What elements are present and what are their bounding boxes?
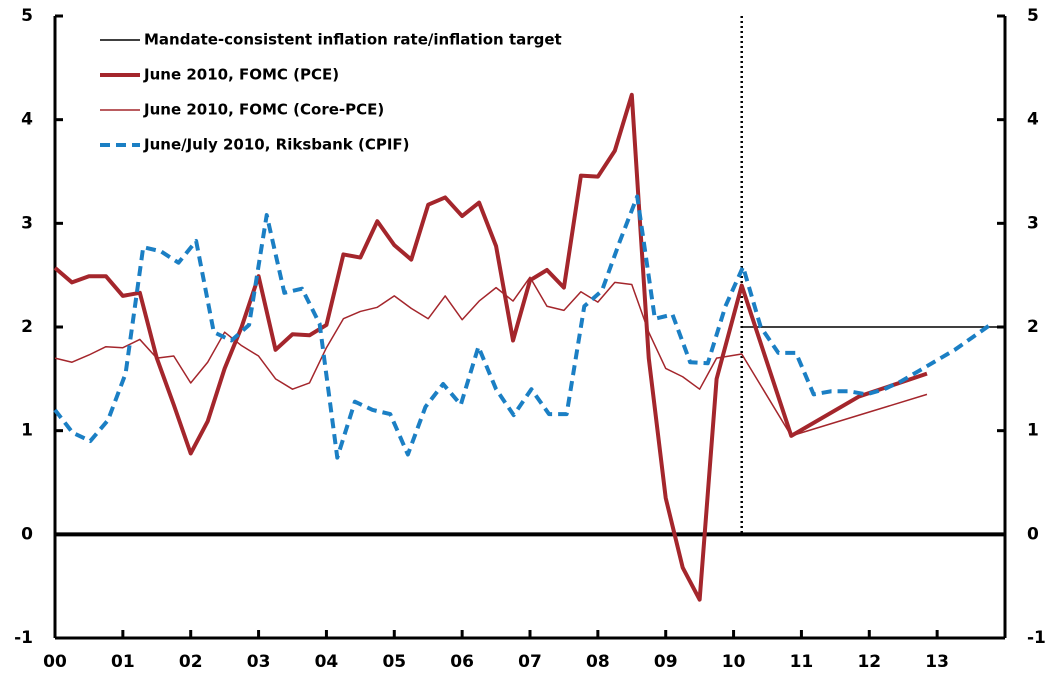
x-tick-label: 05 — [382, 652, 406, 672]
x-tick-label: 11 — [790, 652, 814, 672]
x-tick-label: 09 — [654, 652, 678, 672]
y-tick-label: 0 — [21, 524, 33, 544]
y2-tick-label: 1 — [1027, 421, 1039, 441]
x-tick-label: 07 — [518, 652, 542, 672]
y-tick-label: 4 — [21, 110, 33, 130]
y-tick-label: 2 — [21, 317, 33, 337]
x-tick-label: 06 — [450, 652, 474, 672]
y2-tick-label: 2 — [1027, 317, 1039, 337]
series-line — [53, 92, 928, 602]
y2-tick-label: 3 — [1027, 213, 1039, 233]
series-line — [54, 276, 928, 437]
x-tick-label: 01 — [111, 652, 135, 672]
legend-label: June/July 2010, Riksbank (CPIF) — [143, 136, 410, 154]
x-tick-label: 03 — [247, 652, 271, 672]
y2-tick-label: 0 — [1027, 524, 1039, 544]
x-tick-label: 00 — [43, 652, 67, 672]
y2-tick-label: 4 — [1027, 110, 1039, 130]
y-tick-label: 5 — [21, 6, 33, 26]
x-tick-label: 13 — [925, 652, 949, 672]
y2-tick-label: 5 — [1027, 6, 1039, 26]
y-tick-label: 1 — [21, 421, 33, 441]
x-tick-label: 04 — [315, 652, 339, 672]
series-line — [53, 194, 992, 460]
y-tick-label: 3 — [21, 213, 33, 233]
legend-label: June 2010, FOMC (PCE) — [143, 66, 339, 84]
legend-label: June 2010, FOMC (Core-PCE) — [143, 101, 384, 119]
x-tick-label: 12 — [857, 652, 881, 672]
y2-tick-label: -1 — [1027, 628, 1046, 648]
y-tick-label: -1 — [14, 628, 33, 648]
legend-label: Mandate-consistent inflation rate/inflat… — [144, 31, 562, 49]
x-tick-label: 02 — [179, 652, 203, 672]
x-tick-label: 10 — [722, 652, 746, 672]
x-tick-label: 08 — [586, 652, 610, 672]
